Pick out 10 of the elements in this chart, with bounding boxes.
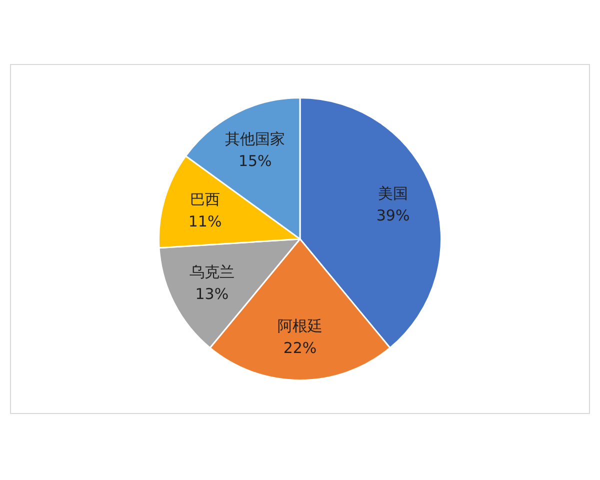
slice-label: 阿根廷 <box>278 316 322 335</box>
data-label: 13% <box>195 284 229 303</box>
data-label: 15% <box>238 152 272 170</box>
data-label: 22% <box>283 338 317 357</box>
slice-label: 美国 <box>378 184 408 202</box>
slice-label: 其他国家 <box>225 130 286 148</box>
slice-label: 乌克兰 <box>189 262 234 281</box>
data-label: 11% <box>188 212 222 230</box>
data-label: 39% <box>376 206 410 224</box>
slice-label: 巴西 <box>190 190 220 208</box>
